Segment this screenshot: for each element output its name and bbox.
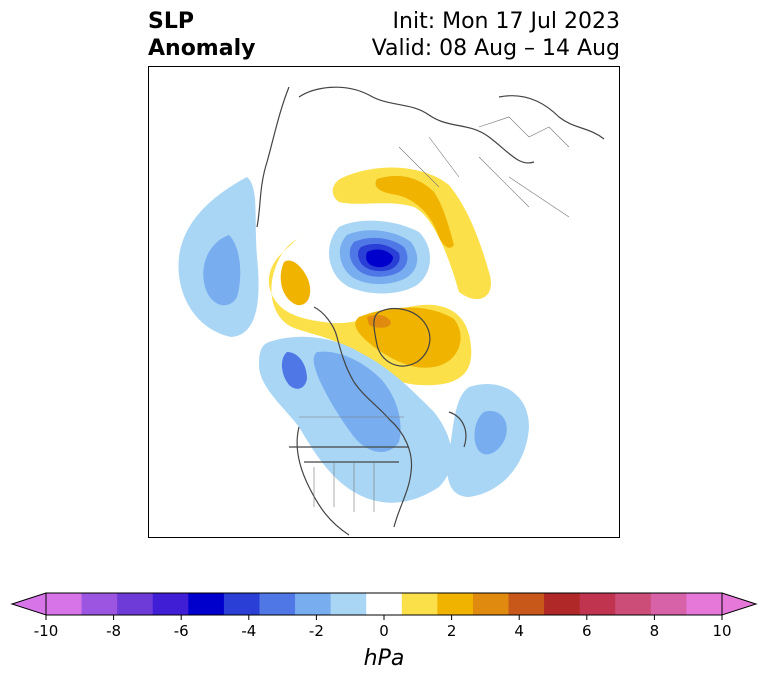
colorbar-tick-label: 10: [712, 622, 731, 640]
colorbar-tick-label: -10: [34, 622, 59, 640]
colorbar-tick-label: -4: [241, 622, 256, 640]
colorbar-swatch: [508, 593, 545, 615]
colorbar: -10 -8 -6 -4 -2 0 2 4 6 8 10: [10, 592, 758, 640]
colorbar-swatch: [152, 593, 189, 615]
arctic-low-anomaly: [328, 220, 431, 294]
valid-dates: Valid: 08 Aug – 14 Aug: [371, 36, 620, 61]
colorbar-tick-label: -8: [106, 622, 121, 640]
colorbar-swatch: [437, 593, 474, 615]
colorbar-tick-label: -6: [174, 622, 189, 640]
borders: [299, 116, 570, 512]
map-title: SLP Anomaly: [148, 8, 255, 62]
colorbar-swatches: [10, 592, 758, 616]
north-america-low-anomaly: [259, 336, 452, 503]
colorbar-swatch: [615, 593, 652, 615]
colorbar-swatch: [295, 593, 332, 615]
colorbar-tick-label: -2: [309, 622, 324, 640]
map-dates: Init: Mon 17 Jul 2023 Valid: 08 Aug – 14…: [372, 8, 620, 62]
colorbar-swatch: [401, 593, 438, 615]
colorbar-swatch: [223, 593, 260, 615]
colorbar-swatch: [686, 593, 723, 615]
colorbar-tick-label: 6: [582, 622, 592, 640]
colorbar-swatch: [259, 593, 296, 615]
coastlines: [256, 86, 605, 536]
colorbar-swatch: [81, 593, 118, 615]
atlantic-low-anomaly: [447, 383, 529, 497]
pacific-low-anomaly: [178, 177, 259, 337]
colorbar-swatch: [544, 593, 581, 615]
colorbar-tick-label: 0: [379, 622, 389, 640]
colorbar-unit-label: hPa: [363, 646, 405, 671]
colorbar-tick-label: 8: [650, 622, 660, 640]
map-panel: [148, 66, 620, 538]
colorbar-swatch: [650, 593, 687, 615]
colorbar-swatch: [46, 593, 83, 615]
colorbar-swatch: [188, 593, 225, 615]
colorbar-swatch: [366, 593, 403, 615]
anomaly-map: [178, 86, 605, 536]
title-variable: SLP: [148, 9, 194, 34]
colorbar-extend-high: [721, 592, 758, 616]
colorbar-extend-low: [10, 592, 47, 616]
colorbar-swatch: [330, 593, 367, 615]
colorbar-swatch: [117, 593, 154, 615]
colorbar-tick-label: 4: [514, 622, 524, 640]
colorbar-swatch: [472, 593, 510, 615]
title-field: Anomaly: [148, 36, 256, 61]
arctic-high-anomaly: [268, 167, 491, 386]
init-date: Init: Mon 17 Jul 2023: [392, 9, 620, 34]
colorbar-swatch: [579, 593, 616, 615]
colorbar-ticks: -10 -8 -6 -4 -2 0 2 4 6 8 10: [34, 615, 732, 640]
colorbar-tick-label: 2: [447, 622, 457, 640]
